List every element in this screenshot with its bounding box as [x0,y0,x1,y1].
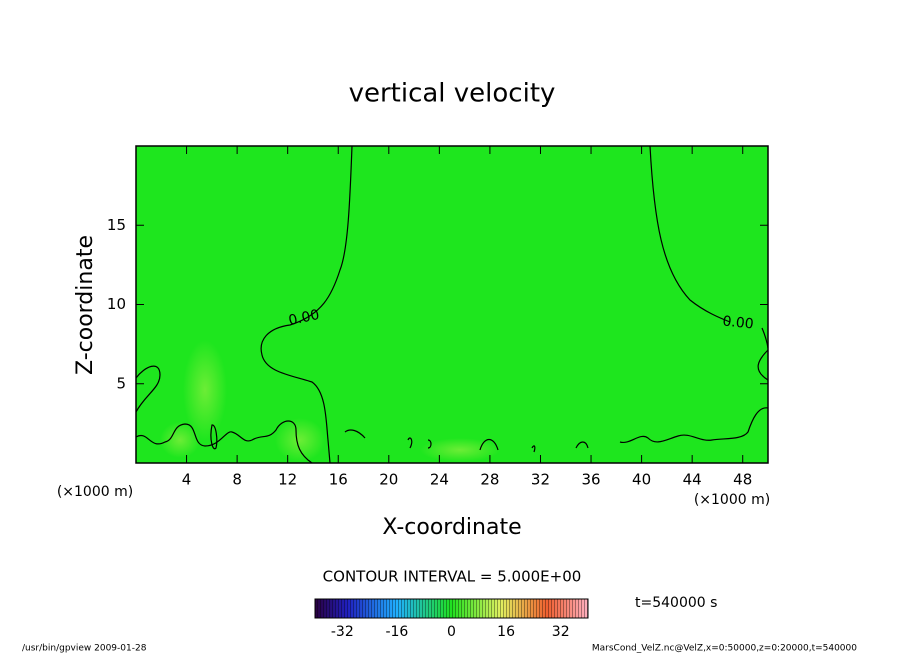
contour-line [210,424,218,450]
colorbar-tick-label: -32 [331,624,354,640]
colorbar-tick-label: 0 [447,624,456,640]
x-unit-label: (×1000 m) [694,492,770,508]
contour-line [135,365,161,413]
x-unit-label: (×1000 m) [57,484,133,500]
x-tick-label: 28 [480,471,499,489]
x-axis-label: X-coordinate [382,515,521,540]
footer-right: MarsCond_VelZ.nc@VelZ,x=0:50000,z=0:2000… [592,644,857,654]
field-blob [275,418,325,462]
colorbar-tick-label: -16 [385,624,408,640]
y-tick-label: 5 [116,374,126,392]
footer-left: /usr/bin/gpview 2009-01-28 [22,644,147,654]
contour-label: 0.00 [287,307,321,329]
x-tick-label: 44 [683,471,702,489]
contour-line [619,407,769,444]
contour-line [260,145,353,464]
field-blob [183,340,227,440]
contour-interval: CONTOUR INTERVAL = 5.000E+00 [323,568,582,586]
colorbar-tick-label: 32 [552,624,570,640]
x-tick-label: 16 [329,471,348,489]
colorbar-tick-label: 16 [497,624,515,640]
contour-line [757,349,769,381]
x-tick-label: 48 [733,471,752,489]
x-tick-label: 24 [430,471,449,489]
time-label: t=540000 s [635,595,717,611]
x-tick-label: 36 [581,471,600,489]
chart-title: vertical velocity [349,79,556,109]
field-blob [420,438,500,462]
contour-line [344,429,589,453]
x-tick-label: 8 [232,471,242,489]
colorbar-frame [314,598,589,619]
x-tick-label: 40 [632,471,651,489]
contour-line [135,420,313,464]
field-blob [160,422,200,458]
contour-label: 0.00 [722,313,755,332]
x-tick-label: 20 [379,471,398,489]
field [136,146,768,463]
x-tick-label: 12 [278,471,297,489]
x-tick-label: 32 [531,471,550,489]
x-tick-label: 4 [182,471,192,489]
y-tick-label: 15 [107,216,126,234]
y-axis-label: Z-coordinate [73,235,98,375]
y-tick-label: 10 [107,295,126,313]
